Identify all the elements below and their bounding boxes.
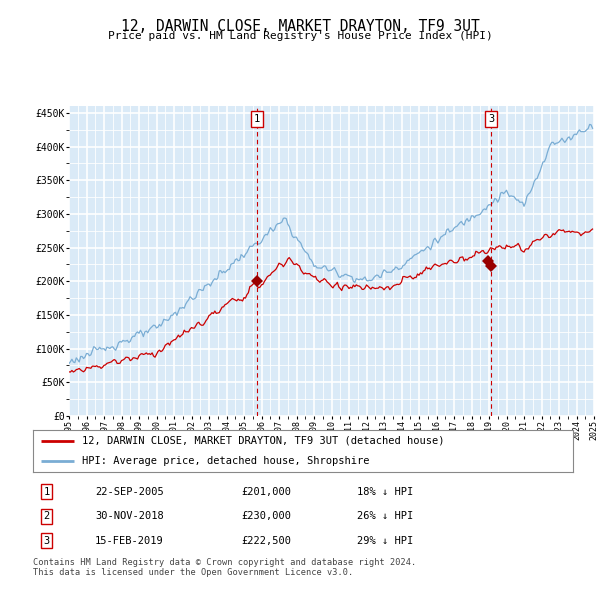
Text: £201,000: £201,000 — [241, 487, 291, 497]
Text: 3: 3 — [488, 114, 494, 124]
Text: 3: 3 — [43, 536, 50, 546]
Text: 12, DARWIN CLOSE, MARKET DRAYTON, TF9 3UT: 12, DARWIN CLOSE, MARKET DRAYTON, TF9 3U… — [121, 19, 479, 34]
Text: 2: 2 — [43, 512, 50, 521]
Text: £222,500: £222,500 — [241, 536, 291, 546]
Text: HPI: Average price, detached house, Shropshire: HPI: Average price, detached house, Shro… — [82, 455, 369, 466]
Text: 22-SEP-2005: 22-SEP-2005 — [95, 487, 164, 497]
Text: 18% ↓ HPI: 18% ↓ HPI — [357, 487, 413, 497]
Text: 12, DARWIN CLOSE, MARKET DRAYTON, TF9 3UT (detached house): 12, DARWIN CLOSE, MARKET DRAYTON, TF9 3U… — [82, 436, 444, 446]
Text: 29% ↓ HPI: 29% ↓ HPI — [357, 536, 413, 546]
Text: 30-NOV-2018: 30-NOV-2018 — [95, 512, 164, 521]
Text: £230,000: £230,000 — [241, 512, 291, 521]
Text: 15-FEB-2019: 15-FEB-2019 — [95, 536, 164, 546]
Text: Contains HM Land Registry data © Crown copyright and database right 2024.
This d: Contains HM Land Registry data © Crown c… — [33, 558, 416, 577]
Text: Price paid vs. HM Land Registry's House Price Index (HPI): Price paid vs. HM Land Registry's House … — [107, 31, 493, 41]
Text: 1: 1 — [254, 114, 260, 124]
Text: 1: 1 — [43, 487, 50, 497]
Text: 26% ↓ HPI: 26% ↓ HPI — [357, 512, 413, 521]
